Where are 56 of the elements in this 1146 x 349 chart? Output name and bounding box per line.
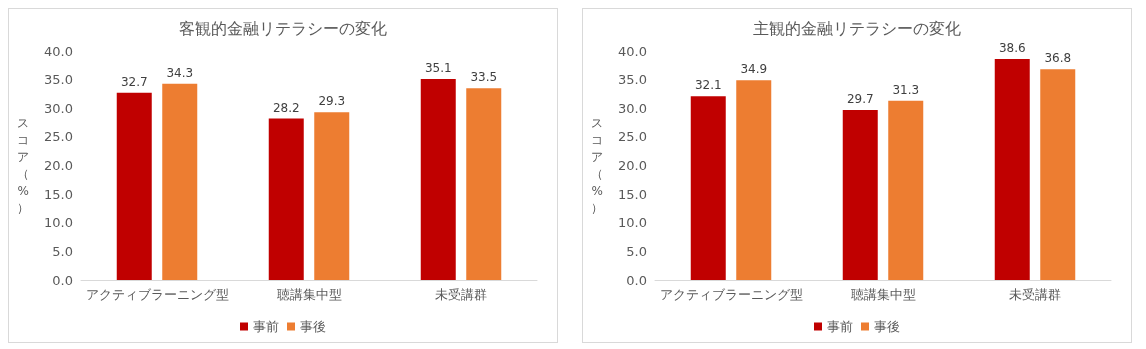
y-tick-label: 5.0 (52, 243, 73, 259)
data-label: 36.8 (1044, 51, 1072, 66)
data-label: 31.3 (892, 82, 920, 97)
y-tick-label: 40.0 (44, 43, 73, 59)
y-tick-label: 40.0 (618, 43, 647, 59)
bar (162, 83, 198, 280)
bar (420, 79, 456, 280)
data-label: 29.3 (318, 94, 346, 109)
y-axis-title: スコア（%） (591, 116, 603, 215)
x-tick-label: 未受講群 (1009, 287, 1061, 302)
data-label: 32.1 (694, 78, 722, 93)
bar (268, 118, 304, 280)
y-tick-label: 0.0 (52, 272, 73, 288)
x-tick-label: 未受講群 (435, 287, 487, 302)
bar (466, 88, 502, 280)
y-axis-title: スコア（%） (17, 116, 29, 215)
y-tick-label: 25.0 (618, 129, 647, 145)
data-label: 38.6 (998, 41, 1026, 56)
y-tick-label: 10.0 (44, 215, 73, 231)
data-label: 33.5 (470, 70, 498, 85)
bar (842, 109, 878, 280)
y-tick-label: 15.0 (44, 186, 73, 202)
data-label: 35.1 (424, 61, 452, 76)
bar (314, 112, 350, 280)
y-tick-label: 20.0 (618, 158, 647, 173)
y-tick-label: 20.0 (44, 158, 73, 173)
legend-label: 事後 (300, 319, 326, 334)
bar (994, 59, 1030, 280)
x-tick-label: 聴講集中型 (276, 287, 342, 302)
y-tick-label: 35.0 (618, 72, 647, 88)
data-label: 29.7 (846, 91, 874, 106)
chart-title: 客観的金融リテラシーの変化 (179, 18, 387, 38)
x-tick-label: 聴講集中型 (850, 287, 916, 302)
x-tick-label: アクティブラーニング型 (659, 287, 803, 302)
y-tick-label: 35.0 (44, 72, 73, 88)
y-tick-label: 5.0 (626, 243, 647, 259)
data-label: 32.7 (120, 74, 148, 89)
bar (690, 96, 726, 280)
legend-label: 事前 (827, 319, 853, 334)
legend-label: 事後 (874, 319, 900, 334)
y-tick-label: 10.0 (618, 215, 647, 231)
data-label: 34.9 (740, 62, 768, 77)
bar (736, 80, 772, 280)
bar (1040, 69, 1076, 280)
y-tick-label: 30.0 (618, 100, 647, 116)
chart-title: 主観的金融リテラシーの変化 (753, 18, 961, 38)
bar (888, 100, 924, 280)
y-tick-label: 15.0 (618, 186, 647, 202)
data-label: 28.2 (272, 100, 300, 115)
bar (116, 92, 152, 280)
legend-label: 事前 (253, 319, 279, 334)
y-tick-label: 0.0 (626, 272, 647, 288)
x-tick-label: アクティブラーニング型 (85, 287, 229, 302)
y-tick-label: 30.0 (44, 100, 73, 116)
y-tick-label: 25.0 (44, 129, 73, 145)
data-label: 34.3 (166, 65, 194, 80)
